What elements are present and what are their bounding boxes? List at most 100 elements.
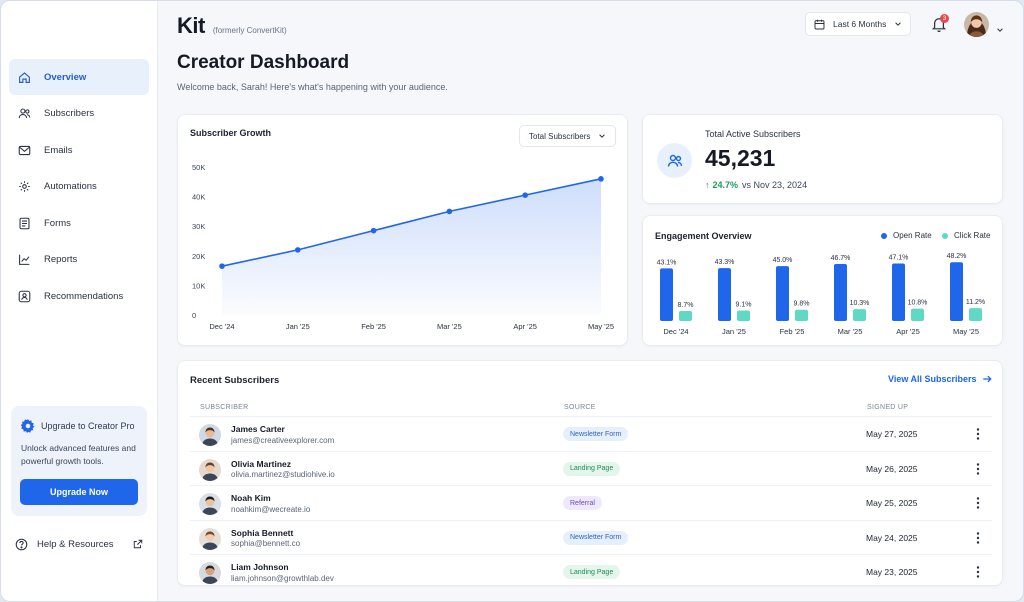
table-row[interactable]: Sophia Bennett sophia@bennett.co Newslette…	[190, 519, 992, 555]
x-tick-label: Dec '24	[663, 327, 688, 336]
sidebar-item-label: Automations	[44, 181, 97, 192]
sidebar-item-emails[interactable]: Emails	[9, 132, 149, 168]
subscriber-name: Olivia Martinez	[231, 458, 291, 469]
open-rate-bar[interactable]	[776, 266, 789, 321]
subscriber-growth-card: Subscriber Growth Total Subscribers 0 10K…	[177, 114, 628, 346]
recent-subscribers-card: Recent Subscribers View All Subscribers …	[177, 360, 1003, 586]
notification-badge: 3	[940, 14, 949, 23]
table-row[interactable]: Liam Johnson liam.johnson@growthlab.dev La…	[190, 554, 992, 589]
x-tick-label: Mar '25	[437, 322, 462, 331]
more-options-icon[interactable]	[973, 531, 983, 545]
more-options-icon[interactable]	[973, 496, 983, 510]
calendar-icon	[814, 19, 825, 30]
sidebar-item-overview[interactable]: Overview	[9, 59, 149, 95]
avatar	[199, 493, 221, 515]
signed-up-date: May 25, 2025	[866, 498, 918, 508]
sidebar-item-forms[interactable]: Forms	[9, 205, 149, 241]
bar-value-label: 10.8%	[908, 300, 928, 307]
source-badge: Landing Page	[563, 565, 621, 579]
bar-value-label: 45.0%	[773, 257, 793, 264]
signed-up-date: May 27, 2025	[866, 429, 918, 439]
growth-point[interactable]	[219, 263, 225, 269]
growth-point[interactable]	[522, 192, 528, 198]
arrow-right-icon	[982, 375, 992, 383]
subscriber-name: Sophia Bennett	[231, 527, 294, 538]
growth-point[interactable]	[370, 227, 377, 234]
click-rate-bar[interactable]	[737, 310, 750, 321]
more-options-icon[interactable]	[973, 462, 983, 476]
growth-point[interactable]	[295, 247, 301, 253]
subscriber-email: liam.johnson@growthlab.dev	[231, 573, 334, 583]
brand-logo[interactable]: Kit (formerly ConvertKit)	[177, 13, 287, 39]
source-badge: Referral	[563, 496, 602, 510]
x-tick-label: Feb '25	[361, 322, 386, 331]
click-rate-bar[interactable]	[853, 309, 866, 321]
upgrade-title: Upgrade to Creator Pro	[20, 419, 137, 433]
open-rate-bar[interactable]	[950, 262, 963, 321]
change-reference: vs Nov 23, 2024	[742, 180, 808, 190]
more-options-icon[interactable]	[973, 427, 983, 441]
user-avatar[interactable]	[964, 12, 989, 37]
signed-up-date: May 24, 2025	[866, 532, 918, 543]
y-tick-label: 0	[192, 311, 196, 320]
form-icon	[17, 216, 31, 230]
upgrade-card: Upgrade to Creator Pro Unlock advanced f…	[11, 406, 147, 516]
subscriber-growth-title: Subscriber Growth	[190, 128, 272, 138]
bar-value-label: 10.3%	[850, 300, 870, 307]
gear-icon	[20, 419, 35, 433]
help-icon	[15, 538, 28, 551]
total-active-card: Total Active Subscribers 45,231 ↑ 24.7% …	[642, 114, 1003, 204]
table-row[interactable]: Noah Kim noahkim@wecreate.io Referral May 2…	[190, 485, 992, 520]
engagement-chart: 43.1% 8.7% Dec '24 43.3% 9.1% Jan '25 45.0% 9.8…	[657, 253, 986, 336]
home-icon	[17, 70, 31, 84]
open-rate-bar[interactable]	[660, 268, 673, 321]
growth-metric-select[interactable]: Total Subscribers	[519, 125, 616, 147]
sidebar-item-recommendations[interactable]: Recommendations	[9, 278, 149, 314]
growth-point[interactable]	[446, 208, 453, 215]
chevron-down-icon	[894, 20, 902, 28]
x-tick-label: Feb '25	[780, 327, 805, 336]
click-rate-bar[interactable]	[679, 310, 692, 321]
y-tick-label: 30K	[192, 222, 205, 231]
x-tick-label: Dec '24	[209, 322, 234, 331]
page-title: Creator Dashboard	[177, 52, 350, 73]
help-resources-link[interactable]: Help & Resources	[15, 536, 143, 552]
view-all-subscribers-link[interactable]: View All Subscribers	[888, 374, 992, 384]
sidebar-nav: Overview Subscribers Emails Automations	[9, 59, 149, 315]
engagement-title: Engagement Overview	[655, 231, 752, 241]
avatar	[199, 562, 221, 584]
more-options-icon[interactable]	[973, 565, 983, 579]
sidebar-item-reports[interactable]: Reports	[9, 242, 149, 278]
signed-up-date: May 26, 2025	[866, 463, 918, 474]
click-rate-bar[interactable]	[969, 308, 982, 321]
logo-text: Kit	[177, 13, 205, 38]
period-select[interactable]: Last 6 Months	[805, 12, 911, 36]
y-tick-label: 20K	[192, 252, 205, 261]
table-row[interactable]: James Carter james@creativeexplorer.com Ne…	[190, 416, 992, 451]
external-link-icon	[133, 539, 143, 549]
subscriber-email: james@creativeexplorer.com	[231, 435, 335, 445]
open-rate-bar[interactable]	[718, 268, 731, 321]
change-percent: 24.7%	[712, 180, 739, 190]
column-header-signed-up: SIGNED UP	[867, 404, 909, 411]
table-row[interactable]: Olivia Martinez olivia.martinez@studiohiv…	[190, 450, 992, 486]
click-rate-bar[interactable]	[795, 309, 808, 321]
legend-open-rate: Open Rate	[881, 231, 932, 240]
bar-value-label: 47.1%	[889, 255, 909, 262]
open-rate-bar[interactable]	[892, 263, 905, 321]
open-rate-bar[interactable]	[834, 264, 847, 321]
avatar	[199, 424, 221, 446]
engagement-overview-card: Engagement Overview Open Rate Click Rate…	[642, 215, 1003, 346]
users-icon	[17, 107, 31, 121]
subscriber-name: Liam Johnson	[231, 562, 289, 572]
growth-area	[222, 178, 601, 315]
growth-point[interactable]	[598, 176, 604, 182]
subscriber-name: James Carter	[231, 424, 285, 434]
click-rate-bar[interactable]	[911, 308, 924, 321]
sidebar-item-automations[interactable]: Automations	[9, 169, 149, 205]
chevron-down-icon[interactable]	[996, 21, 1004, 32]
chart-icon	[17, 253, 31, 267]
upgrade-now-button[interactable]: Upgrade Now	[20, 479, 138, 505]
sidebar-item-subscribers[interactable]: Subscribers	[9, 96, 149, 132]
subscriber-email: noahkim@wecreate.io	[231, 504, 311, 514]
